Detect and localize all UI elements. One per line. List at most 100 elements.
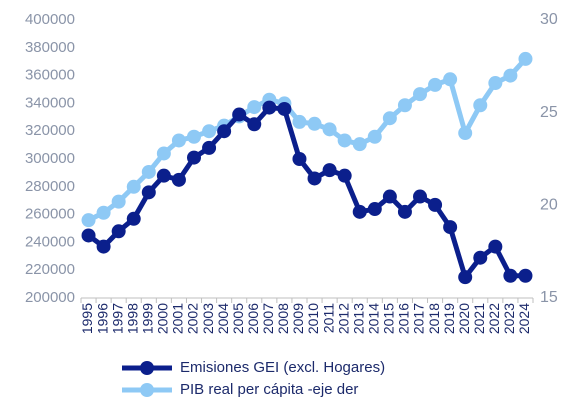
x-tick-label: 2005 (230, 303, 246, 334)
data-point (518, 268, 533, 283)
data-point (171, 133, 186, 148)
data-point (292, 114, 307, 129)
data-point (488, 76, 503, 91)
x-tick-label: 2017 (411, 303, 427, 334)
legend-marker (140, 361, 154, 375)
x-tick-label: 2008 (275, 303, 291, 334)
data-point (292, 152, 307, 166)
data-point (81, 213, 96, 228)
data-point (367, 129, 382, 144)
y-tick-label: 240000 (25, 233, 75, 250)
x-tick-label: 2016 (396, 303, 412, 334)
x-tick-label: 2015 (381, 303, 397, 334)
data-point (413, 189, 427, 204)
data-point (126, 179, 141, 194)
data-point (96, 205, 111, 220)
y-tick-label: 400000 (25, 11, 75, 28)
x-tick-label: 2018 (426, 303, 442, 334)
data-point (111, 194, 126, 209)
x-tick-label: 2011 (320, 303, 336, 333)
data-point (397, 98, 412, 113)
data-point (277, 101, 292, 116)
y2-tick-label: 25 (540, 104, 558, 121)
y2-tick-label: 15 (540, 289, 558, 306)
x-tick-label: 2009 (290, 303, 306, 334)
y-tick-label: 320000 (25, 122, 75, 139)
data-point (202, 124, 217, 139)
x-tick-label: 2010 (305, 303, 321, 334)
y-tick-label: 200000 (25, 289, 75, 306)
y-tick-label: 380000 (25, 39, 75, 56)
data-point (458, 270, 473, 285)
y-tick-label: 300000 (25, 150, 75, 167)
x-tick-label: 2007 (260, 303, 276, 334)
data-point (307, 116, 322, 131)
y2-tick-label: 20 (540, 197, 558, 214)
x-tick-label: 2019 (441, 303, 457, 334)
data-point (81, 228, 96, 243)
data-point (473, 250, 488, 265)
data-point (307, 171, 322, 186)
data-point (96, 239, 111, 254)
x-tick-label: 2023 (501, 303, 517, 334)
y2-tick-label: 30 (540, 11, 558, 28)
data-point (503, 68, 518, 83)
data-point (367, 202, 382, 217)
x-tick-label: 1997 (109, 303, 125, 334)
data-point (443, 220, 458, 235)
x-tick-label: 2003 (200, 303, 216, 334)
data-point (428, 197, 443, 212)
data-point (217, 124, 232, 139)
x-tick-label: 2000 (155, 303, 171, 334)
x-tick-label: 1996 (94, 303, 110, 334)
data-point (126, 211, 141, 226)
data-point (141, 164, 156, 179)
data-point (232, 107, 247, 122)
data-point (322, 163, 337, 178)
data-point (111, 224, 126, 239)
y-tick-label: 220000 (25, 261, 75, 278)
x-tick-label: 2022 (486, 303, 502, 334)
data-point (473, 98, 488, 113)
data-point (322, 122, 337, 137)
data-point (352, 137, 367, 152)
data-point (458, 126, 473, 141)
y-tick-label: 340000 (25, 94, 75, 111)
y-tick-label: 260000 (25, 206, 75, 223)
x-tick-label: 2013 (350, 303, 366, 334)
data-point (247, 117, 262, 132)
data-point (428, 77, 443, 92)
data-point (141, 185, 156, 200)
data-point (247, 100, 262, 115)
data-point (382, 189, 397, 204)
data-point (202, 140, 217, 155)
x-tick-label: 2006 (245, 303, 261, 334)
x-tick-label: 2024 (516, 303, 532, 334)
x-tick-label: 2020 (456, 303, 472, 334)
x-tick-label: 2004 (215, 303, 231, 334)
x-tick-label: 1998 (124, 303, 140, 334)
data-point (503, 268, 518, 283)
data-point (156, 146, 171, 161)
x-tick-label: 2012 (335, 303, 351, 334)
x-tick-label: 2002 (185, 303, 201, 334)
data-point (413, 87, 427, 102)
data-point (518, 51, 533, 66)
x-tick-label: 1999 (140, 303, 156, 334)
data-point (352, 204, 367, 219)
data-point (337, 168, 352, 183)
data-point (262, 100, 277, 115)
legend-label: PIB real per cápita -eje der (180, 381, 358, 398)
x-tick-label: 2001 (170, 303, 186, 334)
data-point (397, 204, 412, 219)
data-point (382, 111, 397, 126)
x-tick-label: 2021 (471, 303, 487, 334)
data-point (337, 133, 352, 148)
data-point (187, 150, 201, 165)
legend-marker (140, 383, 154, 397)
data-point (171, 172, 186, 187)
y-tick-label: 360000 (25, 67, 75, 84)
y-tick-label: 280000 (25, 178, 75, 195)
x-tick-label: 2014 (366, 303, 382, 334)
